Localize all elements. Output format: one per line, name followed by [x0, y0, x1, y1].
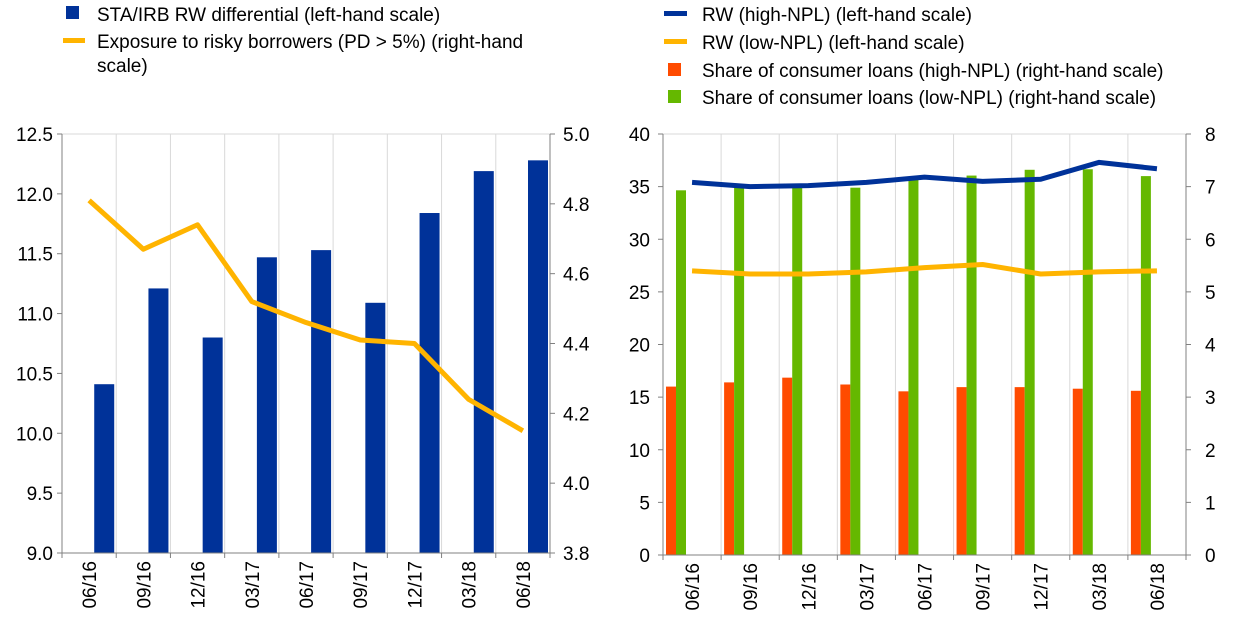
y-tick-label-right: 4.4 [563, 335, 590, 356]
bar-rw-differential [256, 257, 277, 553]
y-tick-label-right: 4.0 [563, 474, 589, 495]
bar-consumer-share-low-npl [908, 178, 919, 555]
line-rw-low-npl [691, 262, 1157, 277]
bar-rw-differential [473, 171, 494, 553]
left-chart: 9.0 9.5 10.0 10.5 11.0 11.5 12.0 12.5 3.8 4.0 4.2 4… [16, 5, 590, 609]
legend-swatch-line [664, 11, 687, 16]
x-tick-label: 03/18 [1090, 563, 1111, 611]
bar-rw-differential [365, 302, 386, 553]
bar-consumer-share-high-npl [1014, 387, 1025, 555]
bar-consumer-share-low-npl [1024, 169, 1035, 555]
line-risky-exposure [87, 198, 525, 433]
y-tick-label-left: 9.0 [27, 544, 53, 565]
bar-consumer-share-high-npl [1072, 388, 1083, 555]
y-tick-label-left: 20 [629, 336, 650, 357]
y-tick-label-right: 0 [1205, 546, 1216, 567]
y-tick-label-left: 30 [629, 230, 650, 251]
bar-consumer-share-low-npl [792, 186, 803, 555]
y-tick-label-left: 12.5 [16, 125, 53, 146]
legend-swatch-bar [668, 63, 681, 76]
bar-rw-differential [94, 384, 115, 553]
y-tick-label-right: 3.8 [563, 544, 589, 565]
x-tick-label: 03/17 [857, 563, 878, 611]
x-tick-label: 06/16 [683, 563, 704, 611]
legend-label: RW (low-NPL) (left-hand scale) [702, 33, 965, 54]
bar-consumer-share-low-npl [676, 190, 686, 555]
y-tick-label-left: 12.0 [16, 185, 53, 206]
bar-consumer-share-high-npl [724, 382, 735, 555]
y-tick-label-right: 2 [1205, 441, 1216, 462]
y-tick-label-left: 0 [639, 546, 650, 567]
bar-consumer-share-low-npl [1140, 176, 1151, 555]
y-tick-label-right: 4.6 [563, 265, 589, 286]
legend-swatch-bar [66, 6, 79, 19]
x-tick-label: 06/17 [916, 563, 937, 611]
y-tick-label-left: 35 [629, 178, 650, 199]
legend-label: RW (high-NPL) (left-hand scale) [702, 5, 972, 26]
bar-consumer-share-high-npl [1130, 390, 1141, 555]
x-tick-label: 09/17 [974, 563, 995, 611]
bar-consumer-share-high-npl [666, 386, 676, 555]
x-tick-label: 06/16 [80, 561, 101, 609]
y-tick-label-right: 5 [1205, 283, 1216, 304]
bar-rw-differential [528, 160, 548, 553]
bar-consumer-share-high-npl [840, 384, 851, 555]
y-tick-label-right: 8 [1205, 125, 1216, 146]
legend-label: Share of consumer loans (low-NPL) (right… [702, 88, 1156, 109]
x-tick-label: 06/17 [297, 561, 318, 609]
x-tick-label: 09/17 [351, 561, 372, 609]
y-tick-label-right: 4.8 [563, 195, 589, 216]
bar-rw-differential [311, 250, 332, 553]
bar-consumer-share-low-npl [850, 187, 861, 556]
y-tick-label-left: 10.0 [16, 424, 53, 445]
x-tick-label: 03/18 [460, 561, 481, 609]
x-tick-label: 12/16 [189, 561, 210, 609]
y-tick-label-left: 5 [639, 493, 650, 514]
y-tick-label-right: 1 [1205, 493, 1216, 514]
bar-consumer-share-high-npl [956, 387, 967, 555]
x-tick-label: 06/18 [1148, 563, 1169, 611]
x-tick-label: 06/18 [514, 561, 535, 609]
x-tick-label: 09/16 [134, 561, 155, 609]
legend-label: scale) [97, 56, 148, 77]
y-tick-label-right: 6 [1205, 230, 1216, 251]
legend-swatch-line [664, 39, 687, 44]
y-tick-label-right: 3 [1205, 388, 1216, 409]
y-tick-label-left: 25 [629, 283, 650, 304]
y-tick-label-right: 4.2 [563, 404, 589, 425]
bar-consumer-share-low-npl [734, 186, 745, 555]
y-tick-label-right: 7 [1205, 178, 1216, 199]
x-tick-label: 03/17 [243, 561, 264, 609]
y-tick-label-left: 11.5 [17, 245, 53, 266]
x-tick-label: 12/17 [405, 561, 426, 609]
y-tick-label-right: 5.0 [563, 125, 589, 146]
x-tick-label: 12/17 [1032, 563, 1053, 611]
x-tick-label: 09/16 [741, 563, 762, 611]
y-tick-label-left: 9.5 [27, 484, 53, 505]
bar-consumer-share-low-npl [1082, 169, 1093, 556]
legend-label: Exposure to risky borrowers (PD > 5%) (r… [97, 32, 523, 53]
legend-swatch-bar [668, 90, 681, 103]
bar-rw-differential [148, 288, 169, 553]
y-tick-label-left: 11.0 [17, 305, 53, 326]
line-rw-high-npl [691, 159, 1158, 190]
y-tick-label-left: 15 [629, 388, 650, 409]
legend-swatch-line [63, 38, 85, 43]
bar-consumer-share-high-npl [898, 391, 909, 555]
y-tick-label-right: 4 [1205, 336, 1216, 357]
bar-consumer-share-high-npl [782, 377, 793, 555]
legend-label: STA/IRB RW differential (left-hand scale… [97, 5, 440, 26]
right-chart: 0 5 10 15 20 25 30 35 40 0 1 2 3 4 5 6 7 8 06/16 09/16 12/16… [629, 5, 1216, 611]
bar-consumer-share-low-npl [966, 175, 977, 556]
y-tick-label-left: 10.5 [16, 364, 53, 385]
bar-rw-differential [202, 337, 223, 553]
x-tick-label: 12/16 [799, 563, 820, 611]
legend-label: Share of consumer loans (high-NPL) (righ… [702, 61, 1164, 82]
y-tick-label-left: 40 [629, 125, 650, 146]
bar-rw-differential [419, 213, 440, 554]
y-tick-label-left: 10 [629, 441, 650, 462]
